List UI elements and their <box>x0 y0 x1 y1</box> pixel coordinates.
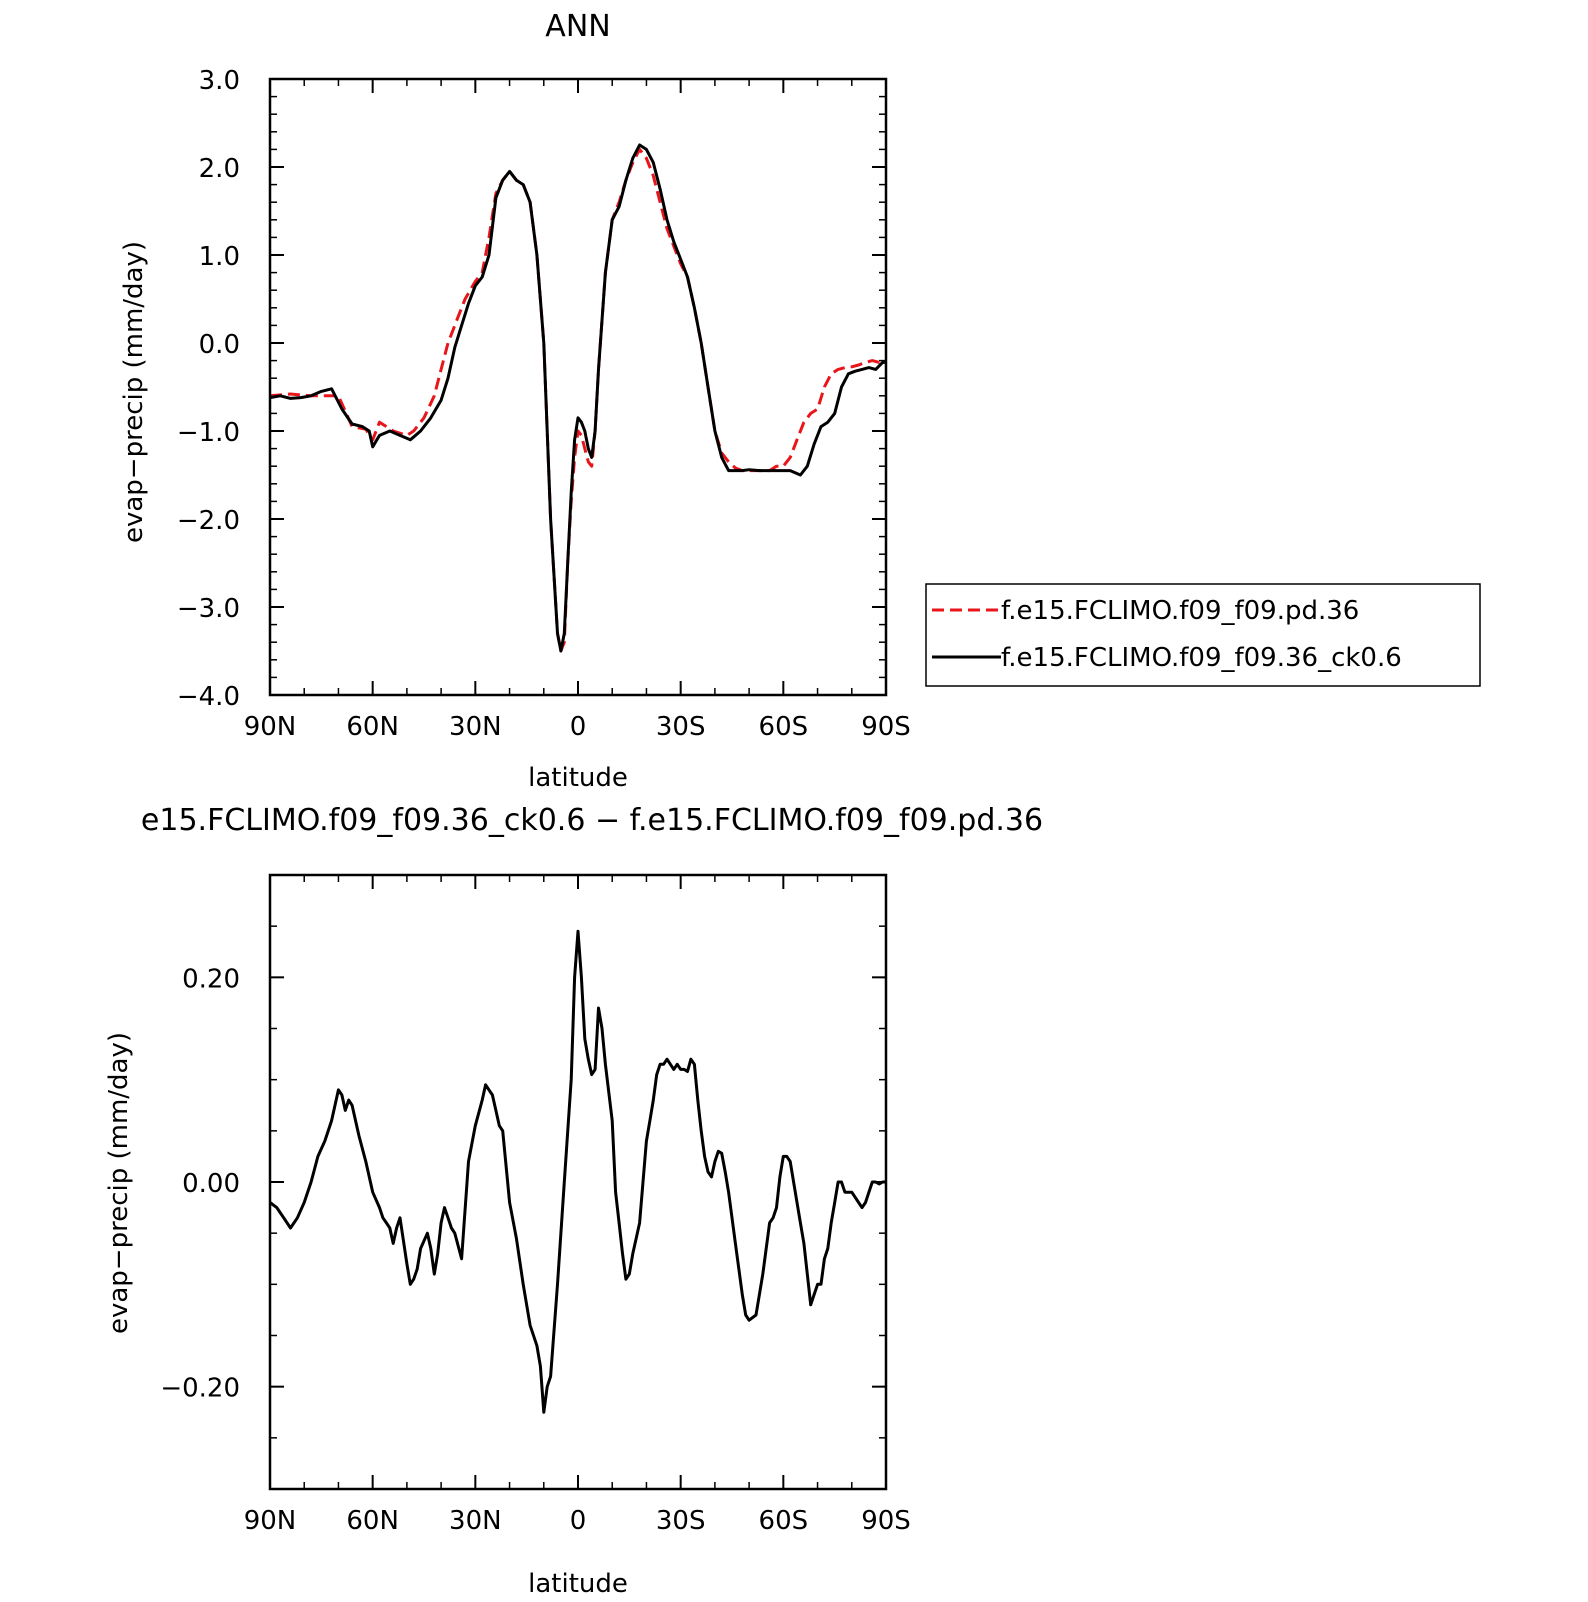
bottom-x-tick-label: 90S <box>861 1506 911 1536</box>
bottom-chart-title: e15.FCLIMO.f09_f09.36_ck0.6 − f.e15.FCLI… <box>141 803 1043 838</box>
top-chart: ANN evap−precip (mm/day) latitude 3.0 2.0… <box>119 9 911 793</box>
top-y-tick-label: 0.0 <box>199 330 240 360</box>
top-x-tick-label: 90N <box>244 712 297 742</box>
bottom-chart-series <box>269 929 886 1414</box>
top-series-line-1 <box>269 143 886 653</box>
bottom-y-tick-label: 0.20 <box>182 964 240 994</box>
bottom-chart-xlabel: latitude <box>528 1569 628 1599</box>
bottom-chart-plot-frame <box>268 873 888 1491</box>
top-x-tick-label: 30S <box>656 712 706 742</box>
top-y-tick-label: 3.0 <box>199 66 240 96</box>
top-series-line-0 <box>269 147 886 653</box>
bottom-chart-y-tick-labels: 0.20 0.00 −0.20 <box>160 964 240 1403</box>
top-chart-plot-frame <box>268 77 888 697</box>
top-x-tick-label: 60N <box>346 712 399 742</box>
top-y-tick-label: −2.0 <box>177 506 240 536</box>
top-y-tick-label: 1.0 <box>199 242 240 272</box>
bottom-x-tick-label: 90N <box>244 1506 297 1536</box>
top-chart-ylabel: evap−precip (mm/day) <box>119 241 149 543</box>
bottom-chart-ylabel: evap−precip (mm/day) <box>104 1032 134 1334</box>
legend-label-ck06: f.e15.FCLIMO.f09_f09.36_ck0.6 <box>1001 643 1402 673</box>
bottom-x-tick-label: 0 <box>570 1506 587 1536</box>
top-x-tick-label: 0 <box>570 712 587 742</box>
bottom-x-tick-label: 60S <box>759 1506 809 1536</box>
top-y-tick-label: −1.0 <box>177 418 240 448</box>
bottom-chart-x-tick-labels: 90N 60N 30N 0 30S 60S 90S <box>244 1506 911 1536</box>
top-chart-xlabel: latitude <box>528 763 628 793</box>
bottom-series-line-0 <box>269 929 886 1414</box>
top-chart-x-tick-labels: 90N 60N 30N 0 30S 60S 90S <box>244 712 911 742</box>
top-y-tick-label: −3.0 <box>177 594 240 624</box>
bottom-x-tick-label: 30N <box>449 1506 502 1536</box>
top-y-tick-label: −4.0 <box>177 682 240 712</box>
legend-frame <box>925 583 1481 687</box>
bottom-x-tick-label: 30S <box>656 1506 706 1536</box>
bottom-chart: e15.FCLIMO.f09_f09.36_ck0.6 − f.e15.FCLI… <box>104 803 1043 1599</box>
legend: f.e15.FCLIMO.f09_f09.pd.36 f.e15.FCLIMO.… <box>925 583 1481 687</box>
top-chart-ticks <box>269 78 887 696</box>
bottom-y-tick-label: 0.00 <box>182 1169 240 1199</box>
top-x-tick-label: 30N <box>449 712 502 742</box>
top-x-tick-label: 90S <box>861 712 911 742</box>
top-chart-title: ANN <box>545 9 610 44</box>
top-y-tick-label: 2.0 <box>199 154 240 184</box>
bottom-x-tick-label: 60N <box>346 1506 399 1536</box>
bottom-y-tick-label: −0.20 <box>160 1374 240 1404</box>
top-chart-y-tick-labels: 3.0 2.0 1.0 0.0 −1.0 −2.0 −3.0 −4.0 <box>177 66 240 712</box>
top-chart-series <box>269 143 886 653</box>
top-x-tick-label: 60S <box>759 712 809 742</box>
legend-label-pd36: f.e15.FCLIMO.f09_f09.pd.36 <box>1001 596 1359 626</box>
